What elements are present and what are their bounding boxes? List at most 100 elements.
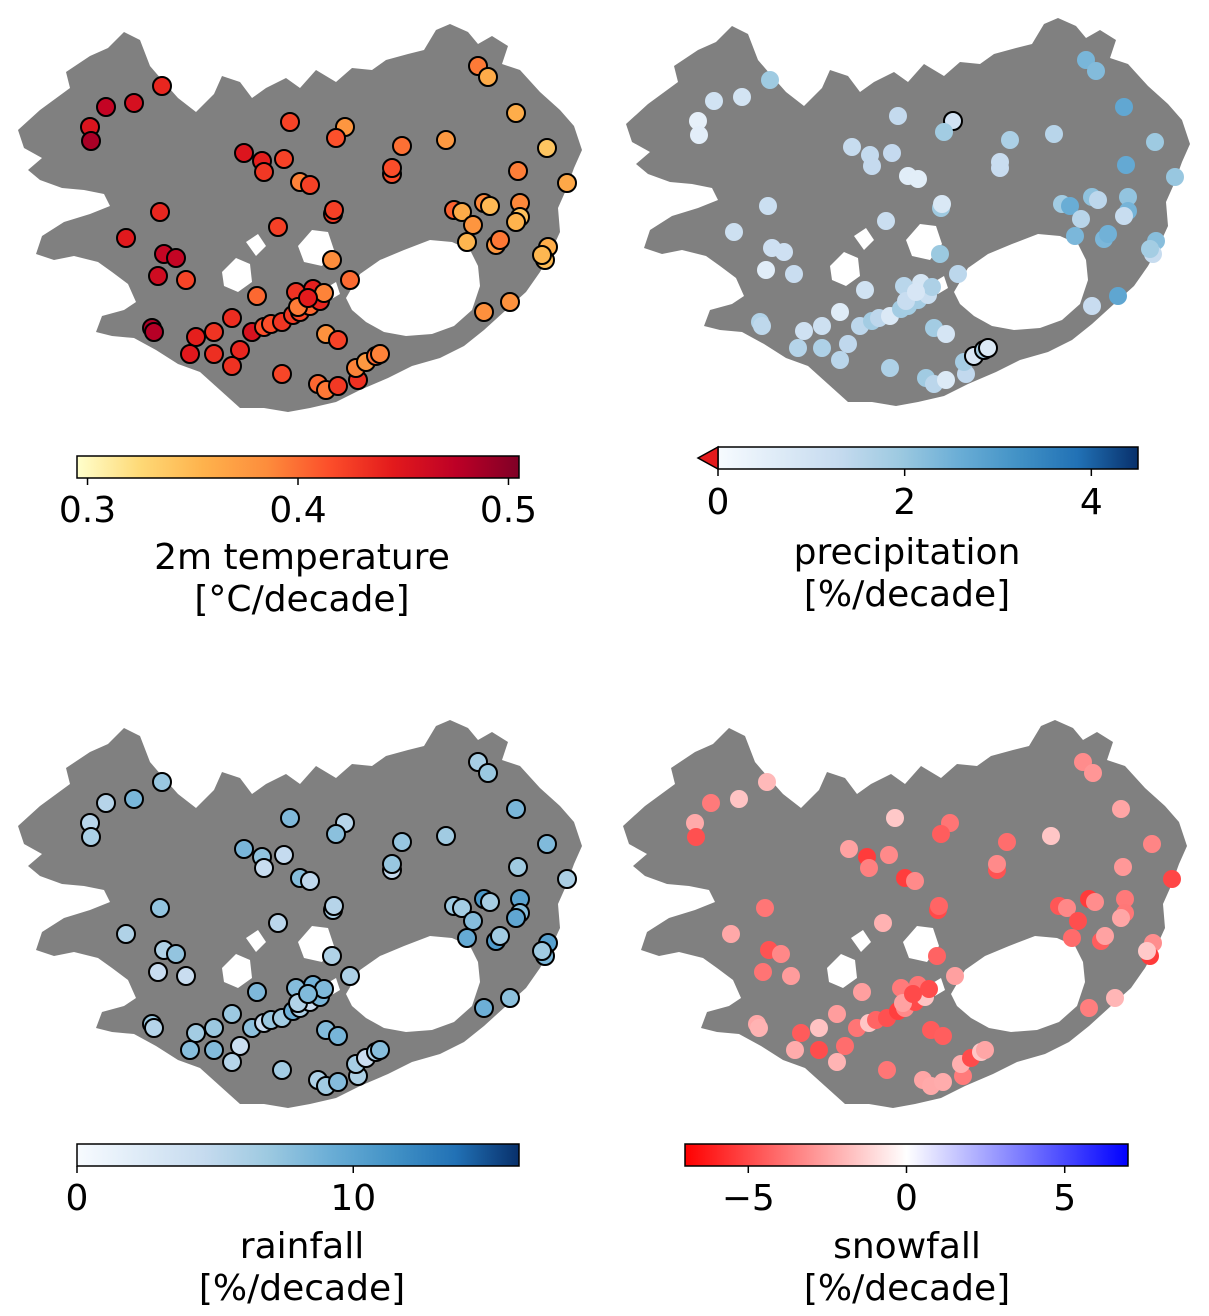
glacier-area xyxy=(346,936,480,1032)
station-dot xyxy=(1045,125,1063,143)
glacier-area xyxy=(346,240,480,336)
station-dot xyxy=(298,288,318,308)
station-dot xyxy=(204,1040,224,1060)
colorbar-extend-min xyxy=(696,445,719,471)
station-dot xyxy=(730,790,748,808)
station-dot xyxy=(506,799,526,819)
station-dot xyxy=(392,832,412,852)
station-dot xyxy=(274,845,294,865)
station-dot xyxy=(392,136,412,156)
station-dot xyxy=(272,1060,292,1080)
station-dot xyxy=(500,292,520,312)
station-dot xyxy=(789,339,807,357)
station-dot xyxy=(152,772,172,792)
station-dot xyxy=(148,266,168,286)
station-dot xyxy=(298,984,318,1004)
station-dot xyxy=(880,846,898,864)
station-dot xyxy=(340,966,360,986)
station-dot xyxy=(690,126,708,144)
station-dot xyxy=(222,1004,242,1024)
station-dot xyxy=(810,1019,828,1037)
station-dot xyxy=(300,871,320,891)
station-dot xyxy=(946,967,964,985)
station-dot xyxy=(326,128,346,148)
station-dot xyxy=(247,982,267,1002)
panel-snowfall: −5 0 5 snowfall [%/decade] xyxy=(605,658,1209,1316)
station-dot xyxy=(1146,133,1164,151)
station-dot xyxy=(1115,98,1133,116)
glacier-area xyxy=(222,954,252,988)
station-dot xyxy=(166,248,186,268)
station-dot xyxy=(186,327,206,347)
colorbar xyxy=(76,1143,520,1167)
unit-label: [°C/decade] xyxy=(194,579,410,620)
station-dot xyxy=(813,317,831,335)
colorbar-tick-label: 0.3 xyxy=(59,490,116,531)
map-precipitation: 0 2 4 xyxy=(626,18,1190,523)
station-dot xyxy=(452,202,472,222)
station-dot xyxy=(843,138,861,156)
station-dot xyxy=(274,149,294,169)
station-dot xyxy=(863,157,881,175)
station-dot xyxy=(326,824,346,844)
map-temperature: 0.3 0.4 0.5 xyxy=(18,24,582,531)
station-dot xyxy=(204,344,224,364)
station-dot xyxy=(144,322,164,342)
station-dot xyxy=(480,892,500,912)
station-dot xyxy=(370,344,390,364)
station-dot xyxy=(144,1018,164,1038)
station-dot xyxy=(828,1053,846,1071)
station-dot xyxy=(490,230,510,250)
station-dot xyxy=(813,339,831,357)
station-dot xyxy=(991,153,1009,171)
station-dot xyxy=(452,898,472,918)
station-dot xyxy=(934,1073,952,1091)
station-dot xyxy=(176,270,196,290)
station-dot xyxy=(463,911,483,931)
station-dot xyxy=(874,914,892,932)
variable-label: precipitation xyxy=(793,532,1021,573)
station-dot xyxy=(180,1040,200,1060)
station-dot xyxy=(853,983,871,1001)
station-dot xyxy=(166,944,186,964)
station-dot xyxy=(328,1072,348,1092)
station-dot xyxy=(1115,207,1133,225)
station-dot xyxy=(1063,929,1081,947)
station-dot xyxy=(204,322,224,342)
station-dot xyxy=(340,270,360,290)
colorbar-tick-label: 5 xyxy=(1053,1178,1076,1219)
colorbar-tick-label: 0.5 xyxy=(480,490,537,531)
station-dot xyxy=(753,317,771,335)
station-dot xyxy=(1138,942,1156,960)
station-dot xyxy=(1072,210,1090,228)
station-dot xyxy=(186,1023,206,1043)
station-dot xyxy=(785,265,803,283)
iceland-land xyxy=(18,720,582,1108)
station-dot xyxy=(436,130,456,150)
map-rainfall: 0 10 xyxy=(18,720,582,1219)
colorbar xyxy=(717,446,1139,470)
station-dot xyxy=(933,195,951,213)
station-dot xyxy=(268,913,288,933)
station-dot xyxy=(324,200,344,220)
iceland-land xyxy=(626,18,1190,406)
colorbar xyxy=(76,455,520,479)
station-dot xyxy=(1089,191,1107,209)
station-dot xyxy=(457,232,477,252)
station-dot xyxy=(508,857,528,877)
station-dot xyxy=(976,1041,994,1059)
station-dot xyxy=(116,924,136,944)
station-dot xyxy=(1080,999,1098,1017)
variable-label: snowfall xyxy=(833,1226,981,1267)
station-dot xyxy=(532,941,552,961)
station-dot xyxy=(877,212,895,230)
station-dot xyxy=(328,376,348,396)
station-dot xyxy=(204,1018,224,1038)
glacier-area xyxy=(222,258,252,292)
station-dot xyxy=(1106,989,1124,1007)
colorbar-tick-label: 10 xyxy=(330,1178,376,1219)
station-dot xyxy=(324,896,344,916)
station-dot xyxy=(988,855,1006,873)
station-dot xyxy=(1066,227,1084,245)
station-dot xyxy=(949,265,967,283)
